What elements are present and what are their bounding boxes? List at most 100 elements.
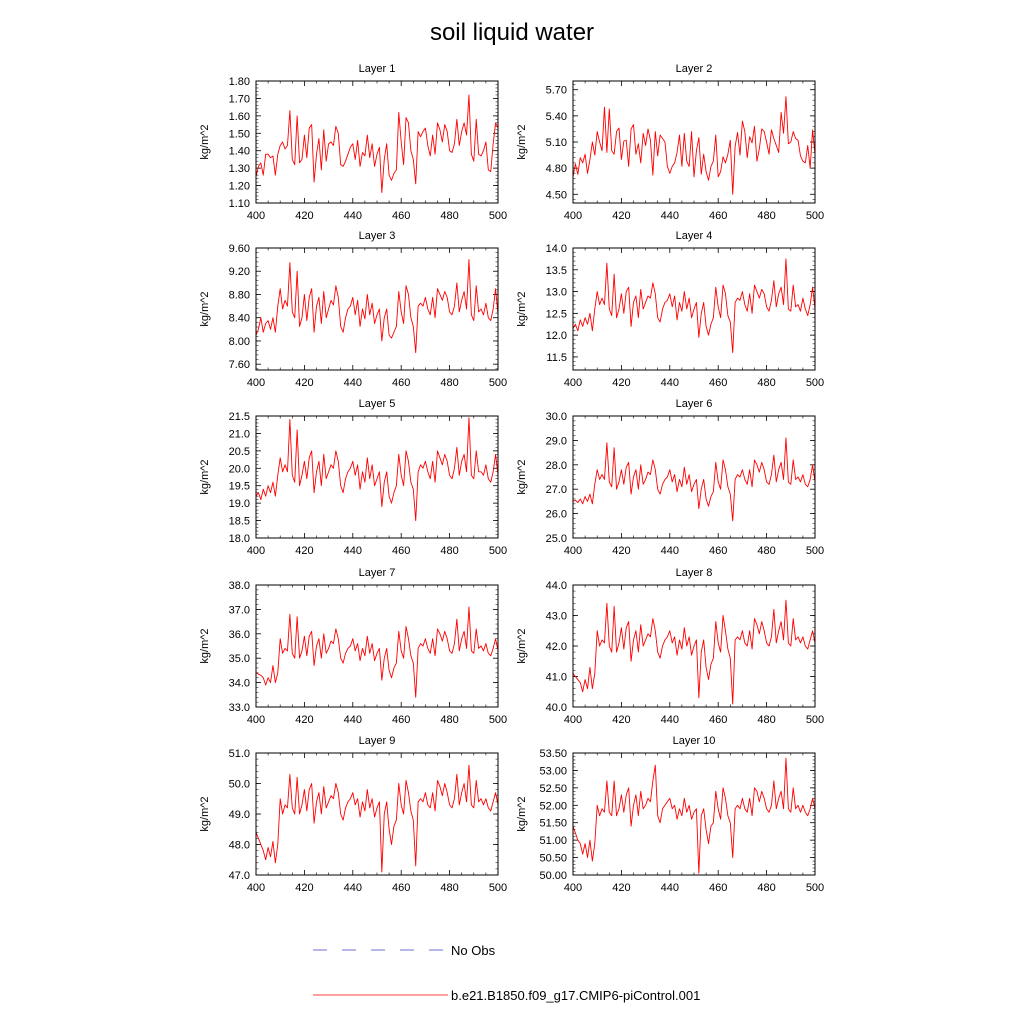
x-tick-label: 440 bbox=[661, 714, 679, 726]
x-tick-label: 400 bbox=[564, 882, 582, 894]
panel-layer-3: Layer 3 kg/m^2 400 420 440 460 480 500 7.60 8.00 8… bbox=[199, 230, 507, 389]
y-tick-label: 1.80 bbox=[229, 76, 250, 88]
y-axis-label: kg/m^2 bbox=[516, 628, 528, 663]
y-tick-label: 7.60 bbox=[229, 359, 250, 371]
panel-title: Layer 10 bbox=[673, 735, 716, 747]
x-tick-label: 480 bbox=[757, 882, 775, 894]
y-axis-label: kg/m^2 bbox=[516, 291, 528, 326]
x-tick-label: 500 bbox=[489, 882, 507, 894]
series-line bbox=[572, 757, 816, 874]
y-tick-label: 4.80 bbox=[546, 163, 567, 175]
panel-layer-9: Layer 9 kg/m^2 400 420 440 460 480 500 47.0 48.0 4… bbox=[199, 735, 507, 894]
panel-layer-4: Layer 4 kg/m^2 400 420 440 460 480 500 11.5 12.0 1… bbox=[516, 230, 824, 389]
x-tick-label: 400 bbox=[564, 714, 582, 726]
y-tick-label: 5.70 bbox=[546, 85, 567, 97]
y-tick-label: 34.0 bbox=[229, 678, 250, 690]
series-line bbox=[572, 96, 816, 195]
panel-frame bbox=[255, 80, 499, 204]
panel-layer-1: Layer 1 kg/m^2 400 420 440 460 480 500 1.10 1.20 1… bbox=[199, 63, 507, 222]
y-tick-label: 9.20 bbox=[229, 266, 250, 278]
y-tick-label: 43.0 bbox=[546, 611, 567, 623]
x-tick-label: 440 bbox=[661, 882, 679, 894]
x-tick-label: 440 bbox=[661, 377, 679, 389]
y-tick-label: 48.0 bbox=[229, 840, 250, 852]
panel-title: Layer 9 bbox=[359, 735, 396, 747]
y-axis-label: kg/m^2 bbox=[199, 124, 211, 159]
x-tick-label: 420 bbox=[295, 377, 313, 389]
x-tick-label: 500 bbox=[806, 210, 824, 222]
x-tick-label: 480 bbox=[757, 714, 775, 726]
y-tick-label: 1.70 bbox=[229, 93, 250, 105]
y-tick-label: 50.00 bbox=[539, 870, 567, 882]
y-tick-label: 25.0 bbox=[546, 533, 567, 545]
panel-title: Layer 1 bbox=[359, 63, 396, 75]
x-tick-label: 460 bbox=[392, 210, 410, 222]
y-tick-label: 28.0 bbox=[546, 460, 567, 472]
y-axis-label: kg/m^2 bbox=[199, 459, 211, 494]
x-tick-label: 460 bbox=[392, 714, 410, 726]
legend: No Obs b.e21.B1850.f09_g17.CMIP6-piContr… bbox=[313, 943, 700, 1003]
y-tick-label: 8.40 bbox=[229, 313, 250, 325]
y-tick-label: 29.0 bbox=[546, 435, 567, 447]
x-tick-label: 400 bbox=[247, 377, 265, 389]
y-tick-label: 8.00 bbox=[229, 336, 250, 348]
panel-layer-8: Layer 8 kg/m^2 400 420 440 460 480 500 40.0 41.0 4… bbox=[516, 567, 824, 726]
series-line bbox=[255, 94, 499, 193]
x-tick-label: 460 bbox=[709, 210, 727, 222]
y-tick-label: 1.60 bbox=[229, 111, 250, 123]
series-line bbox=[255, 259, 499, 354]
y-tick-label: 52.00 bbox=[539, 800, 567, 812]
x-tick-label: 400 bbox=[564, 377, 582, 389]
panel-frame bbox=[255, 247, 499, 371]
y-tick-label: 5.40 bbox=[546, 111, 567, 123]
x-tick-label: 480 bbox=[440, 377, 458, 389]
figure-title: soil liquid water bbox=[430, 19, 594, 46]
panel-frame bbox=[572, 80, 816, 204]
panel-frame bbox=[572, 584, 816, 708]
y-tick-label: 51.0 bbox=[229, 748, 250, 760]
x-tick-label: 420 bbox=[612, 377, 630, 389]
x-tick-label: 420 bbox=[295, 882, 313, 894]
panel-frame bbox=[255, 584, 499, 708]
x-tick-label: 480 bbox=[440, 545, 458, 557]
y-tick-label: 47.0 bbox=[229, 870, 250, 882]
x-tick-label: 500 bbox=[806, 882, 824, 894]
y-tick-label: 37.0 bbox=[229, 604, 250, 616]
y-tick-label: 13.5 bbox=[546, 265, 567, 277]
y-tick-label: 33.0 bbox=[229, 702, 250, 714]
y-tick-label: 20.0 bbox=[229, 463, 250, 475]
x-tick-label: 460 bbox=[709, 377, 727, 389]
x-tick-label: 440 bbox=[661, 545, 679, 557]
x-tick-label: 500 bbox=[806, 545, 824, 557]
panel-title: Layer 8 bbox=[676, 567, 713, 579]
y-axis-label: kg/m^2 bbox=[516, 796, 528, 831]
x-tick-label: 460 bbox=[392, 545, 410, 557]
x-tick-label: 500 bbox=[489, 210, 507, 222]
panel-layer-2: Layer 2 kg/m^2 400 420 440 460 480 500 4.50 4.80 5… bbox=[516, 63, 824, 222]
y-tick-label: 38.0 bbox=[229, 580, 250, 592]
series-line bbox=[572, 437, 816, 522]
y-tick-label: 50.0 bbox=[229, 779, 250, 791]
x-tick-label: 480 bbox=[440, 714, 458, 726]
y-tick-label: 21.0 bbox=[229, 428, 250, 440]
x-tick-label: 420 bbox=[612, 210, 630, 222]
y-tick-label: 1.40 bbox=[229, 146, 250, 158]
y-tick-label: 4.50 bbox=[546, 189, 567, 201]
x-tick-label: 400 bbox=[247, 882, 265, 894]
panels-group: Layer 1 kg/m^2 400 420 440 460 480 500 1.10 1.20 1… bbox=[199, 63, 824, 894]
y-axis-label: kg/m^2 bbox=[199, 291, 211, 326]
panel-frame bbox=[572, 752, 816, 876]
x-tick-label: 420 bbox=[295, 545, 313, 557]
panel-layer-6: Layer 6 kg/m^2 400 420 440 460 480 500 25.0 26.0 2… bbox=[516, 398, 824, 557]
y-tick-label: 11.5 bbox=[546, 352, 567, 364]
x-tick-label: 460 bbox=[709, 714, 727, 726]
x-tick-label: 440 bbox=[344, 377, 362, 389]
x-tick-label: 480 bbox=[757, 545, 775, 557]
legend-label-no-obs: No Obs bbox=[451, 943, 496, 958]
y-tick-label: 30.0 bbox=[546, 411, 567, 423]
panel-frame bbox=[255, 415, 499, 539]
x-tick-label: 400 bbox=[564, 545, 582, 557]
y-tick-label: 50.50 bbox=[539, 853, 567, 865]
